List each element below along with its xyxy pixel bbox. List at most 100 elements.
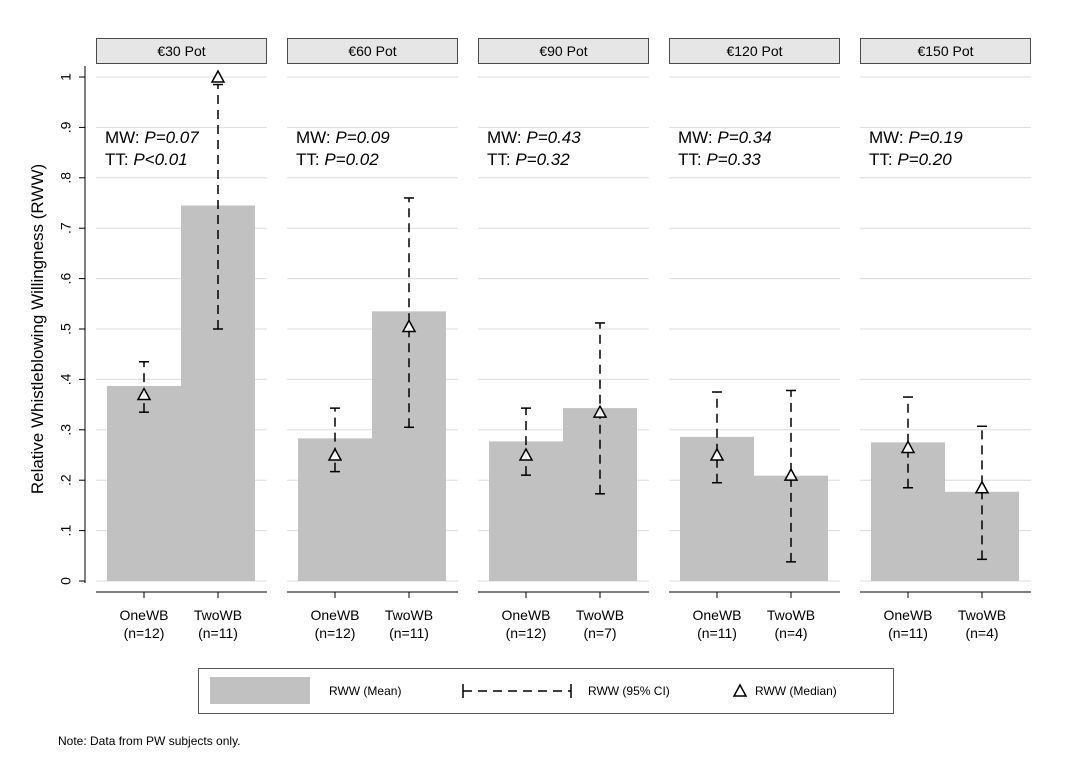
tt-statistic-value: P<0.01	[133, 150, 188, 169]
legend-ci-marker	[462, 684, 572, 698]
y-tick-label: .8	[58, 172, 74, 184]
mw-statistic-label: MW:	[678, 128, 718, 147]
tt-statistic: TT: P=0.02	[296, 150, 379, 170]
tt-statistic: TT: P=0.32	[487, 150, 570, 170]
mw-statistic: MW: P=0.19	[869, 128, 963, 148]
x-category-label: OneWB (n=12)	[486, 606, 566, 642]
bar	[563, 408, 637, 581]
group-name: OneWB	[119, 607, 169, 623]
group-name: OneWB	[310, 607, 360, 623]
y-axis-label: Relative Whistleblowing Willingness (RWW…	[28, 163, 47, 495]
legend-mean-label: RWW (Mean)	[329, 684, 402, 698]
x-category-label: TwoWB (n=11)	[178, 606, 258, 642]
legend-ci-label: RWW (95% CI)	[588, 684, 670, 698]
mw-statistic-value: P=0.09	[335, 128, 390, 147]
mw-statistic: MW: P=0.07	[105, 128, 199, 148]
tt-statistic-value: P=0.02	[324, 150, 379, 169]
legend-mean-swatch	[210, 677, 310, 704]
median-marker	[783, 467, 799, 481]
legend-median-label: RWW (Median)	[755, 684, 837, 698]
y-tick-label: .6	[58, 273, 74, 285]
legend-median-triangle	[732, 683, 748, 697]
group-n: (n=11)	[389, 625, 429, 641]
group-name: TwoWB	[193, 607, 243, 623]
median-marker	[709, 447, 725, 461]
x-category-label: OneWB (n=11)	[868, 606, 948, 642]
y-tick-label: .3	[58, 424, 74, 436]
tt-statistic-label: TT:	[869, 150, 898, 169]
mw-statistic: MW: P=0.09	[296, 128, 390, 148]
y-tick-label: .9	[58, 121, 74, 133]
median-marker	[327, 447, 343, 461]
group-n: (n=12)	[314, 625, 356, 641]
x-category-label: OneWB (n=11)	[677, 606, 757, 642]
group-n: (n=7)	[583, 625, 617, 641]
group-name: OneWB	[501, 607, 551, 623]
mw-statistic-value: P=0.19	[908, 128, 963, 147]
x-category-label: TwoWB (n=11)	[369, 606, 449, 642]
median-marker	[900, 439, 916, 454]
tt-statistic-value: P=0.32	[515, 150, 570, 169]
y-tick-label: 1	[58, 73, 74, 81]
x-category-label: TwoWB (n=4)	[751, 606, 831, 642]
group-n: (n=11)	[697, 625, 737, 641]
y-tick-label: .1	[58, 525, 74, 537]
median-marker	[210, 69, 226, 83]
group-name: TwoWB	[575, 607, 625, 623]
panel-title: €30 Pot	[96, 38, 267, 64]
bar	[107, 385, 181, 581]
median-marker	[974, 480, 990, 494]
group-n: (n=4)	[774, 625, 808, 641]
median-marker	[592, 404, 608, 418]
legend-markers	[210, 677, 748, 704]
tt-statistic-label: TT:	[105, 150, 134, 169]
median-marker	[518, 447, 534, 461]
group-name: TwoWB	[766, 607, 816, 623]
group-n: (n=4)	[965, 625, 999, 641]
mw-statistic-value: P=0.43	[526, 128, 581, 147]
group-name: OneWB	[883, 607, 933, 623]
mw-statistic-label: MW:	[869, 128, 909, 147]
tt-statistic-label: TT:	[296, 150, 325, 169]
tt-statistic-label: TT:	[678, 150, 707, 169]
x-category-label: OneWB (n=12)	[104, 606, 184, 642]
median-marker	[136, 386, 152, 401]
panel-title: €60 Pot	[287, 38, 458, 64]
group-name: OneWB	[692, 607, 742, 623]
group-n: (n=11)	[888, 625, 928, 641]
tt-statistic: TT: P=0.20	[869, 150, 952, 170]
y-tick-label: 0	[58, 577, 74, 585]
mw-statistic-value: P=0.34	[717, 128, 772, 147]
legend: RWW (Mean) RWW (95% CI) RWW (Median)	[198, 668, 894, 714]
group-n: (n=12)	[505, 625, 547, 641]
tt-statistic-value: P=0.33	[706, 150, 761, 169]
group-n: (n=11)	[198, 625, 238, 641]
mw-statistic-label: MW:	[105, 128, 145, 147]
mw-statistic-label: MW:	[296, 128, 336, 147]
y-tick-label: .7	[58, 222, 74, 234]
x-category-label: OneWB (n=12)	[295, 606, 375, 642]
tt-statistic-value: P=0.20	[897, 150, 952, 169]
mw-statistic: MW: P=0.34	[678, 128, 772, 148]
panel-title: €150 Pot	[860, 38, 1031, 64]
mw-statistic: MW: P=0.43	[487, 128, 581, 148]
y-tick-label: .2	[58, 474, 74, 486]
group-name: TwoWB	[384, 607, 434, 623]
panel-title: €120 Pot	[669, 38, 840, 64]
x-category-label: TwoWB (n=4)	[942, 606, 1022, 642]
footnote: Note: Data from PW subjects only.	[58, 734, 241, 748]
x-category-label: TwoWB (n=7)	[560, 606, 640, 642]
y-tick-label: .4	[58, 373, 74, 385]
group-n: (n=12)	[123, 625, 165, 641]
bar	[489, 441, 563, 581]
mw-statistic-label: MW:	[487, 128, 527, 147]
median-marker	[401, 318, 417, 333]
tt-statistic: TT: P<0.01	[105, 150, 188, 170]
y-tick-label: .5	[58, 323, 74, 335]
bar	[372, 311, 446, 581]
mw-statistic-value: P=0.07	[144, 128, 199, 147]
tt-statistic: TT: P=0.33	[678, 150, 761, 170]
panel-title: €90 Pot	[478, 38, 649, 64]
